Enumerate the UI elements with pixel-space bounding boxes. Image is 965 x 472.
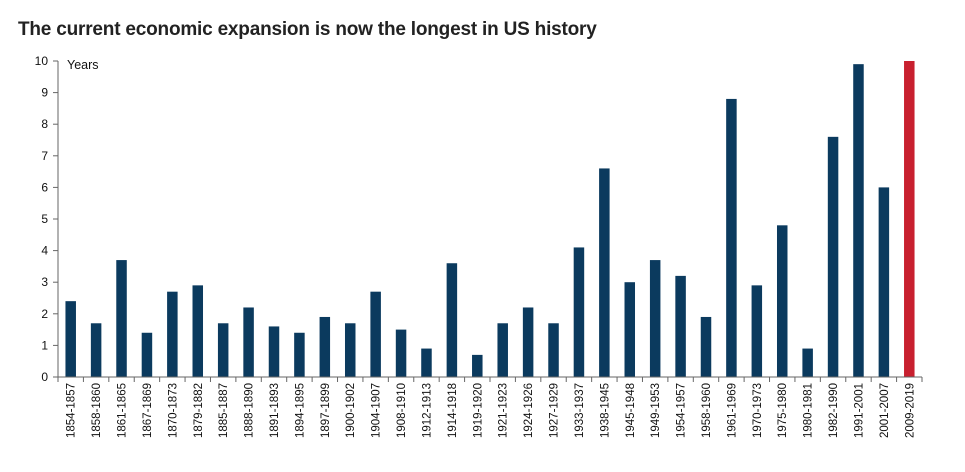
x-tick-label: 1908-1910 bbox=[396, 383, 408, 438]
bar bbox=[344, 323, 356, 377]
y-tick-label: 5 bbox=[41, 212, 48, 226]
x-tick-label: 1861-1865 bbox=[117, 383, 129, 438]
bar bbox=[853, 64, 864, 377]
x-tick-label: 1914-1918 bbox=[447, 383, 459, 438]
x-tick-label: 1980-1981 bbox=[803, 383, 815, 438]
x-tick-label: 1885-1887 bbox=[218, 383, 230, 438]
bar bbox=[268, 326, 280, 377]
y-tick-label: 2 bbox=[41, 307, 48, 321]
y-tick-label: 6 bbox=[41, 180, 48, 194]
bars bbox=[65, 61, 915, 378]
y-tick-label: 4 bbox=[41, 244, 48, 258]
bar bbox=[573, 247, 585, 377]
bar bbox=[548, 323, 559, 377]
bar bbox=[599, 168, 610, 377]
x-tick-label: 1982-1990 bbox=[828, 383, 840, 438]
bar bbox=[827, 136, 839, 377]
y-tick-label: 1 bbox=[41, 338, 48, 352]
bar bbox=[904, 61, 915, 377]
chart-title: The current economic expansion is now th… bbox=[18, 19, 597, 40]
bar bbox=[167, 291, 178, 377]
bar bbox=[319, 316, 331, 377]
x-tick-label: 1975-1980 bbox=[777, 383, 789, 438]
x-axis: 1854-1857 1858-1860 1861-1865 1867-1869 1870… bbox=[57, 376, 923, 438]
x-tick-label: 1933-1937 bbox=[574, 383, 586, 438]
bar bbox=[472, 354, 483, 377]
bar bbox=[217, 323, 229, 377]
bar bbox=[751, 285, 763, 377]
bar bbox=[65, 301, 76, 377]
bar bbox=[624, 282, 636, 377]
x-tick-label: 1954-1957 bbox=[676, 383, 688, 438]
y-tick-label: 10 bbox=[35, 54, 49, 68]
x-tick-label: 2001-2007 bbox=[879, 383, 891, 438]
y-tick-label: 7 bbox=[41, 149, 48, 163]
bar bbox=[243, 307, 254, 377]
x-tick-label: 1919-1920 bbox=[472, 383, 484, 438]
x-tick-label: 1867-1869 bbox=[142, 383, 154, 438]
x-tick-label: 1891-1893 bbox=[269, 383, 281, 438]
y-tick-label: 8 bbox=[41, 117, 48, 131]
x-tick-label: 1879-1882 bbox=[193, 383, 205, 438]
bar bbox=[446, 263, 458, 377]
x-tick-label: 1949-1953 bbox=[650, 383, 662, 438]
bar bbox=[141, 332, 153, 377]
x-tick-label: 2009-2019 bbox=[904, 383, 916, 438]
y-tick-label: 0 bbox=[41, 370, 48, 384]
x-tick-label: 1970-1973 bbox=[752, 383, 764, 438]
bar bbox=[421, 348, 432, 377]
bar bbox=[294, 332, 305, 377]
bar bbox=[675, 275, 686, 377]
x-tick-label: 1854-1857 bbox=[66, 383, 78, 438]
x-tick-label: 1870-1873 bbox=[167, 383, 179, 438]
x-tick-label: 1991-2001 bbox=[853, 383, 865, 438]
x-tick-label: 1858-1860 bbox=[91, 383, 103, 438]
bar bbox=[522, 307, 534, 377]
bar bbox=[878, 187, 890, 377]
x-tick-label: 1927-1929 bbox=[549, 383, 561, 438]
bar bbox=[776, 225, 788, 377]
bar bbox=[802, 348, 813, 377]
x-tick-label: 1924-1926 bbox=[523, 383, 535, 438]
bar bbox=[395, 329, 407, 377]
x-tick-label: 1958-1960 bbox=[701, 383, 713, 438]
x-tick-label: 1900-1902 bbox=[345, 383, 357, 438]
bar bbox=[370, 291, 381, 377]
bar bbox=[700, 316, 712, 377]
y-tick-label: 3 bbox=[41, 275, 48, 289]
bar bbox=[726, 98, 737, 378]
bar bbox=[116, 260, 127, 377]
bar bbox=[497, 323, 508, 377]
y-axis: 0 1 2 3 4 5 6 7 8 9 10 Years bbox=[35, 54, 99, 384]
y-axis-label: Years bbox=[67, 58, 99, 72]
bar bbox=[192, 285, 204, 377]
x-tick-label: 1945-1948 bbox=[625, 383, 637, 438]
x-tick-label: 1888-1890 bbox=[244, 383, 256, 438]
x-tick-label: 1894-1895 bbox=[294, 383, 306, 438]
x-tick-label: 1961-1969 bbox=[726, 383, 738, 438]
y-tick-label: 9 bbox=[41, 86, 48, 100]
bar bbox=[649, 260, 661, 377]
x-tick-label: 1938-1945 bbox=[599, 383, 611, 438]
x-tick-label: 1897-1899 bbox=[320, 383, 332, 438]
bar bbox=[90, 323, 102, 377]
x-tick-label: 1904-1907 bbox=[371, 383, 383, 438]
x-tick-label: 1921-1923 bbox=[498, 383, 510, 438]
x-tick-label: 1912-1913 bbox=[421, 383, 433, 438]
